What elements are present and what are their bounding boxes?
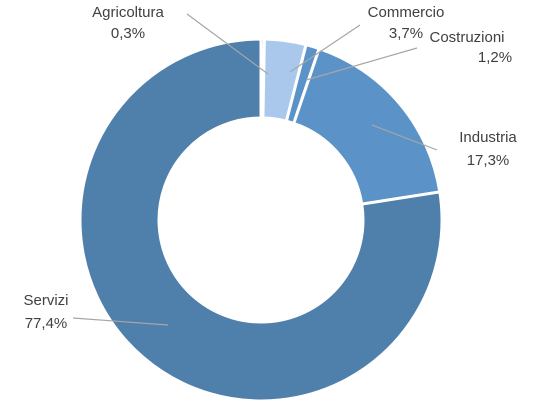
- slice-name-servizi: Servizi: [23, 292, 68, 309]
- slice-servizi: [78, 37, 444, 403]
- donut-slices: [78, 37, 444, 403]
- leader-line-costruzioni: [305, 47, 418, 81]
- leader-line-servizi: [72, 317, 169, 326]
- slice-value-commercio: 3,7%: [389, 25, 423, 42]
- slice-value-servizi: 77,4%: [25, 315, 68, 332]
- leader-line-industria: [371, 124, 438, 151]
- slice-value-industria: 17,3%: [467, 152, 510, 169]
- leader-line-agricoltura: [186, 13, 269, 75]
- leader-lines: [72, 13, 438, 326]
- slice-value-costruzioni: 1,2%: [478, 49, 512, 66]
- slice-name-industria: Industria: [459, 129, 517, 146]
- slice-labels: Agricoltura 0,3% Commercio 3,7% Costruzioni 1…: [23, 4, 517, 332]
- slice-name-commercio: Commercio: [368, 4, 445, 21]
- slice-value-agricoltura: 0,3%: [111, 25, 145, 42]
- slice-name-agricoltura: Agricoltura: [92, 4, 164, 21]
- slice-name-costruzioni: Costruzioni: [429, 29, 504, 46]
- leader-line-commercio: [289, 24, 361, 73]
- slice-industria: [291, 46, 442, 206]
